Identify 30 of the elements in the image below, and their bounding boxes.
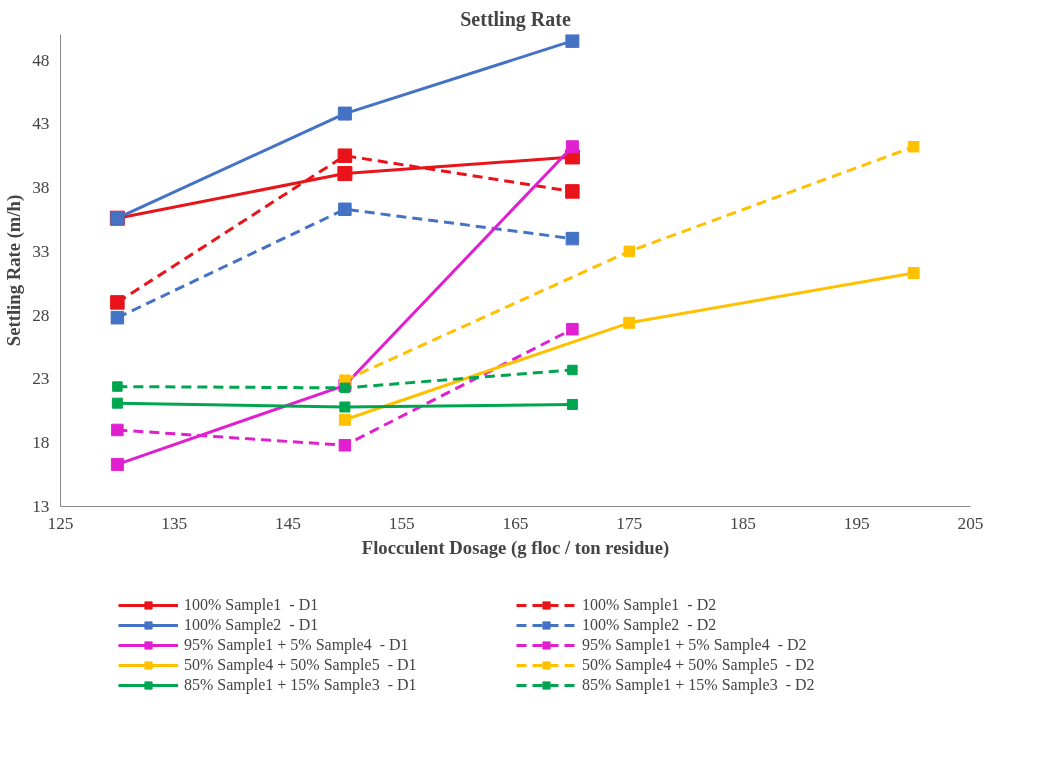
y-axis-title: Settling Rate (m/h) [3,194,26,347]
legend-label: 85% Sample1 + 15% Sample3 - D2 [582,676,816,694]
y-tick-label: 13 [32,497,50,516]
x-tick-label: 135 [161,513,188,533]
x-tick-label: 165 [502,513,529,533]
x-axis-title: Flocculent Dosage (g floc / ton residue) [361,536,670,559]
y-tick-label: 33 [32,241,50,261]
legend-label: 100% Sample1 - D2 [582,596,718,614]
x-tick-label: 185 [730,513,756,533]
y-tick-label: 28 [32,305,50,325]
legend-label: 100% Sample1 - D1 [184,596,320,614]
legend-label: 100% Sample2 - D2 [582,616,718,634]
legend-label: 85% Sample1 + 15% Sample3 - D1 [184,676,418,694]
legend-label: 95% Sample1 + 5% Sample4 - D1 [184,636,410,654]
x-tick-label: 205 [957,513,984,533]
x-tick-label: 175 [616,513,643,533]
x-tick-label: 145 [275,513,301,533]
y-tick-label: 38 [32,178,50,198]
y-tick-label: 18 [32,433,50,453]
y-tick-label: 43 [32,114,50,134]
chart-title: Settling Rate [460,7,571,31]
x-tick-label: 195 [843,513,870,533]
legend-label: 50% Sample4 + 50% Sample5 - D2 [582,656,816,674]
x-tick-label: 155 [388,513,415,533]
y-tick-label: 23 [32,369,50,389]
y-tick-label: 48 [32,50,50,70]
legend-label: 50% Sample4 + 50% Sample5 - D1 [184,656,418,674]
legend-label: 95% Sample1 + 5% Sample4 - D2 [582,636,808,654]
legend-label: 100% Sample2 - D1 [184,616,320,634]
x-tick-label: 125 [47,513,74,533]
